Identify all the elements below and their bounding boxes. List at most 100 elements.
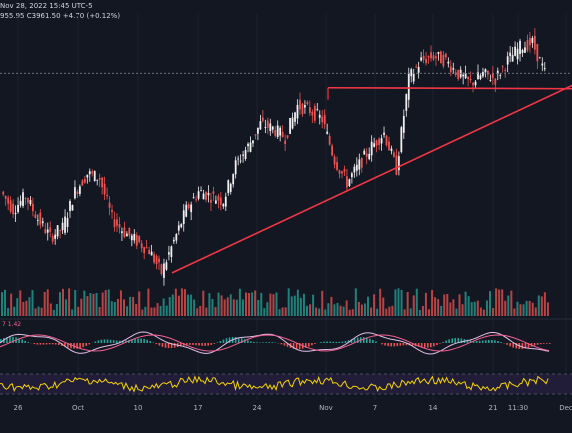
volume-bar [290, 296, 293, 316]
candle-body [393, 152, 395, 157]
volume-bar [245, 292, 247, 316]
volume-bar [302, 293, 305, 316]
candle-body [2, 191, 5, 195]
candle-body [474, 81, 477, 86]
macd-histogram-bar [210, 343, 213, 345]
macd-histogram-bar [140, 338, 142, 343]
candle-body [182, 210, 185, 224]
candle-body [259, 121, 262, 130]
volume-bar [507, 295, 510, 316]
candle-body [257, 127, 259, 134]
candle-body [135, 235, 138, 246]
volume-bar [345, 300, 348, 316]
candle-body [281, 131, 284, 138]
macd-histogram-bar [219, 341, 222, 343]
volume-bar [235, 299, 238, 316]
volume-bar [440, 305, 443, 316]
volume-bar [7, 307, 10, 316]
volume-bar [318, 308, 321, 316]
candle-body [130, 235, 133, 241]
candle-body [417, 67, 420, 73]
candle-body [160, 264, 163, 275]
candle-body [526, 40, 529, 51]
volume-bar [373, 294, 376, 316]
macd-histogram-bar [240, 338, 243, 343]
volume-bar [388, 306, 391, 316]
macd-histogram-bar [79, 343, 81, 349]
x-tick-label: 24 [253, 404, 262, 412]
volume-bar [110, 301, 113, 316]
x-tick-label: 7 [373, 404, 377, 412]
volume-bar [165, 305, 168, 316]
macd-histogram-bar [292, 343, 295, 349]
candle-body [365, 153, 368, 157]
volume-bar [489, 291, 491, 316]
candle-body [363, 150, 366, 155]
candle-body [531, 37, 534, 43]
candle-body [32, 203, 34, 212]
volume-bar [293, 295, 296, 316]
candle-body [24, 198, 27, 200]
volume-bar [4, 289, 7, 316]
volume-bar [16, 298, 19, 316]
candle-body [509, 52, 512, 56]
macd-histogram-bar [375, 341, 377, 343]
macd-histogram-bar [347, 340, 350, 343]
candle-body [249, 142, 252, 152]
macd-histogram-bar [247, 340, 249, 343]
volume-bar [348, 309, 351, 316]
volume-bar [437, 299, 440, 316]
candle-body [464, 73, 467, 79]
candle-body [86, 174, 89, 178]
candle-body [229, 183, 232, 192]
volume-bar [458, 294, 461, 316]
macd-histogram-bar [195, 343, 197, 346]
candle-body [49, 227, 52, 232]
volume-bar [528, 300, 531, 316]
macd-histogram-bar [430, 343, 432, 348]
macd-histogram-bar [161, 343, 164, 347]
candle-body [219, 197, 222, 205]
close-value: C3961.50 [26, 12, 61, 20]
candle-body [197, 191, 200, 199]
rsi-line [0, 375, 549, 393]
macd-histogram-bar [76, 343, 78, 349]
candle-body [98, 177, 101, 180]
candle-body [78, 186, 81, 194]
macd-histogram-bar [448, 339, 450, 343]
volume-bar [254, 290, 257, 316]
volume-bar [214, 307, 217, 316]
volume-bar [452, 299, 455, 316]
candle-body [155, 256, 158, 264]
volume-bar [132, 297, 135, 316]
volume-bar [129, 296, 132, 316]
candle-body [133, 233, 136, 241]
candle-body [41, 221, 44, 224]
volume-bar [309, 304, 312, 316]
candle-body [143, 247, 146, 254]
macd-histogram-bar [442, 342, 444, 343]
volume-bar [174, 288, 177, 316]
volume-bar [80, 298, 83, 316]
macd-histogram-bar [280, 343, 283, 345]
candle-body [333, 156, 336, 165]
volume-bar [333, 304, 336, 316]
volume-bar [479, 307, 482, 316]
volume-bar [205, 307, 208, 316]
candle-body [111, 209, 113, 213]
candle-body [192, 197, 195, 199]
candle-body [9, 200, 12, 212]
macd-histogram-bar [536, 343, 539, 345]
macd-histogram-bar [158, 343, 161, 346]
candle-body [311, 111, 314, 116]
candle-body [524, 47, 526, 53]
volume-bar [19, 290, 22, 316]
candle-body [341, 171, 343, 174]
volume-bar [510, 290, 513, 316]
candle-body [482, 72, 484, 77]
volume-bar [287, 288, 290, 316]
volume-bar [312, 294, 315, 316]
volume-bar [1, 292, 3, 316]
candle-body [116, 219, 118, 226]
